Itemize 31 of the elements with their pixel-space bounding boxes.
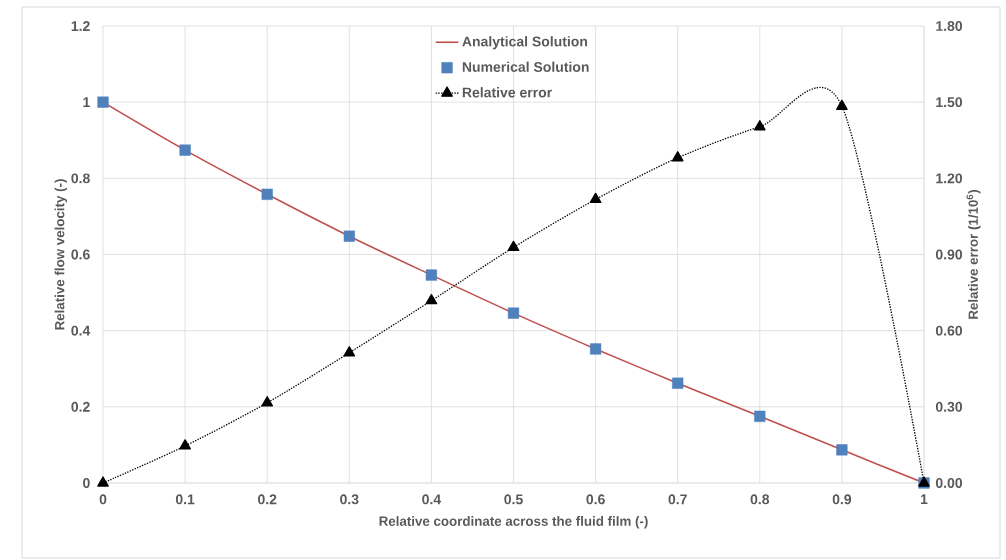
- y2-tick-label: 1.80: [936, 21, 963, 31]
- x-tick-label: 0.6: [586, 494, 605, 505]
- x-tick-label: 0.2: [258, 494, 277, 505]
- y-tick-label: 0.4: [71, 325, 91, 336]
- y-tick-label: 0.8: [71, 173, 90, 184]
- y2-tick-label: 0.90: [935, 249, 963, 260]
- x-tick-label: 0: [99, 494, 107, 505]
- y2-tick-label: 1.20: [936, 173, 963, 184]
- x-tick-label: 0.7: [668, 494, 687, 505]
- x-axis-title: Relative coordinate across the fluid film (-): [379, 516, 648, 529]
- legend-label: Analytical Solution: [462, 36, 588, 50]
- y-tick-label: 1.2: [71, 21, 90, 31]
- y2-tick-label: 1.50: [936, 97, 963, 108]
- y-axis-title: Relative flow velocity (-): [54, 179, 68, 330]
- y2-tick-label: 0.00: [935, 478, 963, 488]
- x-tick-label: 1: [920, 494, 928, 504]
- y-tick-label: 0.6: [71, 249, 90, 260]
- x-tick-label: 0.9: [832, 494, 852, 505]
- y2-tick-label: 0.30: [935, 401, 963, 412]
- x-tick-label: 0.4: [422, 494, 442, 505]
- y2-axis-title: Relative error (1/10$^{6}$): [966, 189, 981, 319]
- y-tick-label: 0: [83, 478, 90, 488]
- y-tick-label: 0.2: [71, 401, 90, 412]
- y2-tick-label: 0.60: [935, 325, 963, 336]
- legend-label: Numerical Solution: [462, 61, 589, 72]
- x-tick-label: 0.1: [175, 494, 195, 505]
- x-tick-label: 0.5: [504, 494, 523, 505]
- x-tick-label: 0.3: [340, 494, 359, 505]
- legend-label: Relative error: [462, 87, 552, 98]
- x-tick-label: 0.8: [750, 494, 770, 505]
- y-tick-label: 1: [83, 97, 90, 107]
